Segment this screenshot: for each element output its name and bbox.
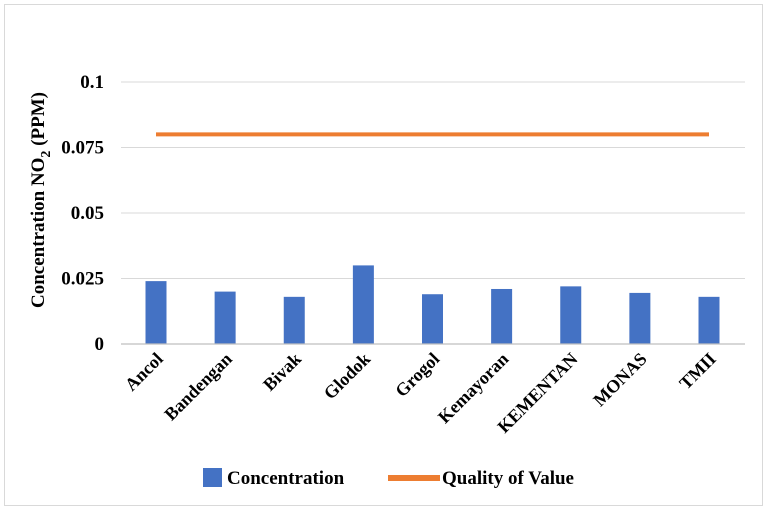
x-tick-label: TMII [675,349,720,394]
x-tick-label: Grogol [391,349,443,401]
x-tick-label: Bivak [259,349,305,395]
bar-grogol [422,294,443,344]
x-tick-label: Bandengan [160,349,236,425]
y-tick-label: 0 [95,334,105,355]
gridlines [121,81,745,279]
x-tick-label: Glodok [320,349,374,403]
y-tick-label: 0.1 [80,72,104,93]
x-tick-label: MONAS [589,349,651,411]
bar-tmii [698,296,720,344]
bar-ancol [145,281,167,344]
y-axis-title-unit: (PPM) [28,92,49,151]
y-axis-title-subscript: 2 [39,151,54,158]
legend-swatch-concentration [203,468,222,487]
y-tick-labels: 0 0.025 0.05 0.075 0.1 [61,72,104,355]
bar-bivak [283,296,305,344]
bar-kementan [560,286,582,344]
chart-frame [4,4,763,506]
bar-kemayoran [491,288,513,344]
bar-bandengan [214,291,236,344]
concentration-bars [145,265,720,344]
legend: Concentration Quality of Value [203,468,574,489]
y-axis-title-main: Concentration NO [28,158,49,308]
x-tick-label: Ancol [121,349,167,395]
y-tick-label: 0.05 [71,203,104,224]
y-tick-label: 0.025 [61,269,104,290]
y-tick-label: 0.075 [61,138,104,159]
bar-monas [629,292,651,344]
bar-glodok [352,265,374,344]
legend-label-quality: Quality of Value [442,468,574,489]
legend-label-concentration: Concentration [227,468,345,489]
y-axis-title: Concentration NO2 (PPM) [28,92,54,308]
